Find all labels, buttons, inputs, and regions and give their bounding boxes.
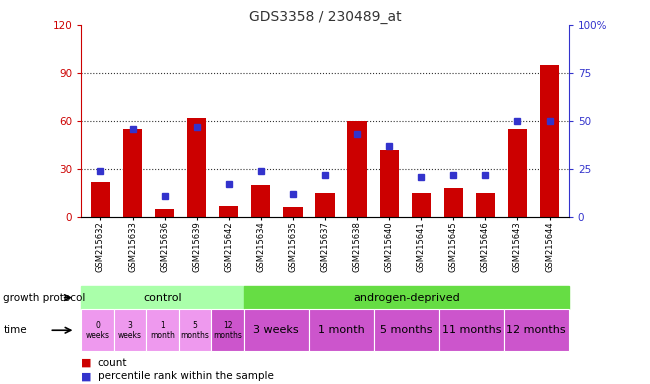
Bar: [244, 309, 309, 351]
Text: 5 months: 5 months: [380, 325, 432, 335]
Bar: [81, 309, 114, 351]
Bar: [146, 309, 179, 351]
Text: GDS3358 / 230489_at: GDS3358 / 230489_at: [249, 10, 401, 23]
Bar: [439, 309, 504, 351]
Bar: [252, 185, 270, 217]
Bar: [504, 309, 569, 351]
Bar: [155, 209, 174, 217]
Bar: [309, 309, 374, 351]
Bar: [380, 150, 398, 217]
Text: 3 weeks: 3 weeks: [254, 325, 299, 335]
Bar: [411, 193, 431, 217]
Text: 0
weeks: 0 weeks: [86, 321, 109, 340]
Bar: [91, 182, 110, 217]
Bar: [508, 129, 527, 217]
Bar: [114, 309, 146, 351]
Bar: [315, 193, 335, 217]
Bar: [123, 129, 142, 217]
Text: androgen-deprived: androgen-deprived: [353, 293, 460, 303]
Text: growth protocol: growth protocol: [3, 293, 86, 303]
Bar: [81, 286, 244, 309]
Text: time: time: [3, 325, 27, 335]
Bar: [187, 118, 206, 217]
Text: count: count: [98, 358, 127, 368]
Bar: [476, 193, 495, 217]
Bar: [348, 121, 367, 217]
Bar: [179, 309, 211, 351]
Text: ■: ■: [81, 358, 92, 368]
Bar: [219, 206, 239, 217]
Bar: [374, 309, 439, 351]
Text: 5
months: 5 months: [181, 321, 209, 340]
Bar: [283, 207, 302, 217]
Text: 3
weeks: 3 weeks: [118, 321, 142, 340]
Bar: [211, 309, 244, 351]
Bar: [444, 188, 463, 217]
Text: ■: ■: [81, 371, 92, 381]
Text: 12 months: 12 months: [506, 325, 566, 335]
Text: 1
month: 1 month: [150, 321, 175, 340]
Text: percentile rank within the sample: percentile rank within the sample: [98, 371, 274, 381]
Text: 11 months: 11 months: [441, 325, 501, 335]
Bar: [244, 286, 569, 309]
Bar: [540, 65, 559, 217]
Text: 1 month: 1 month: [318, 325, 365, 335]
Text: 12
months: 12 months: [213, 321, 242, 340]
Text: control: control: [143, 293, 182, 303]
